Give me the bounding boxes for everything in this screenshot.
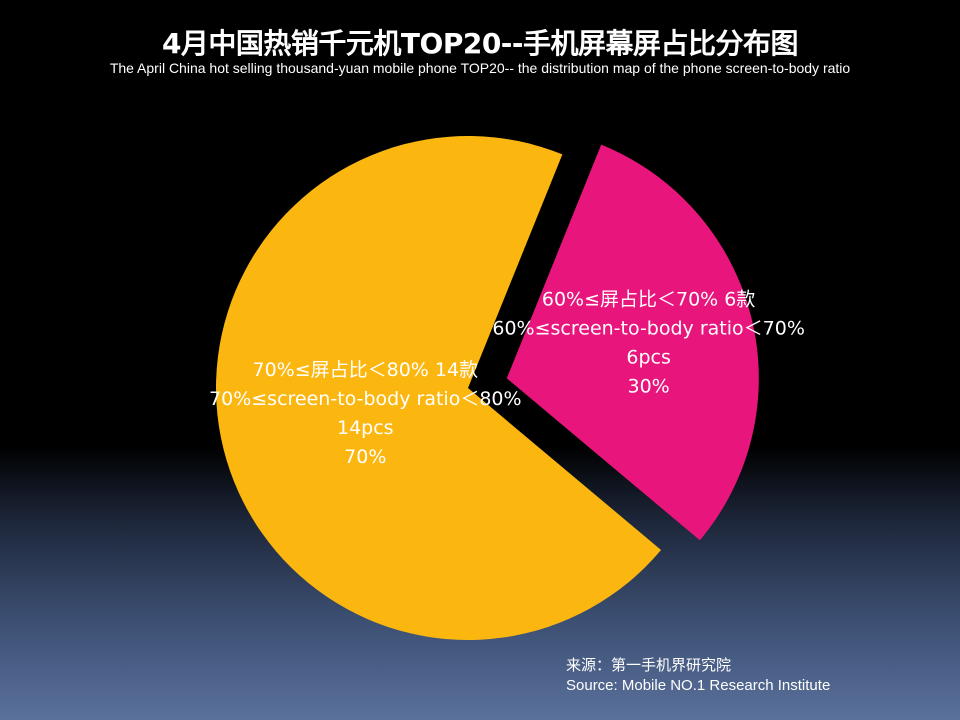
- slice-label-line: 60%≤screen-to-body ratio＜70%: [492, 317, 805, 339]
- slice-label-2: 70%≤屏占比＜80% 14款 70%≤screen-to-body ratio＜…: [209, 359, 522, 468]
- pie-slice-2: [216, 136, 662, 641]
- slice-label-line: 70%: [344, 446, 386, 468]
- slice-label-line: 70%≤屏占比＜80% 14款: [252, 359, 478, 381]
- source-line-cn: 来源：第一手机界研究院: [566, 657, 732, 674]
- chart-subtitle: The April China hot selling thousand-yua…: [109, 60, 851, 76]
- slice-label-1: 60%≤屏占比＜70% 6款 60%≤screen-to-body ratio＜7…: [492, 288, 805, 397]
- pie-slice-1: [506, 144, 759, 541]
- slice-label-line: 30%: [628, 375, 670, 397]
- slice-label-line: 60%≤屏占比＜70% 6款: [542, 288, 756, 310]
- chart-title: 4月中国热销千元机TOP20--手机屏幕屏占比分布图: [161, 27, 799, 60]
- source-note: 来源：第一手机界研究院 Source: Mobile NO.1 Research…: [566, 656, 830, 696]
- slice-label-line: 6pcs: [626, 346, 671, 368]
- slice-label-line: 70%≤screen-to-body ratio＜80%: [209, 388, 522, 410]
- slice-label-line: 14pcs: [337, 417, 394, 439]
- source-line-en: Source: Mobile NO.1 Research Institute: [566, 677, 831, 694]
